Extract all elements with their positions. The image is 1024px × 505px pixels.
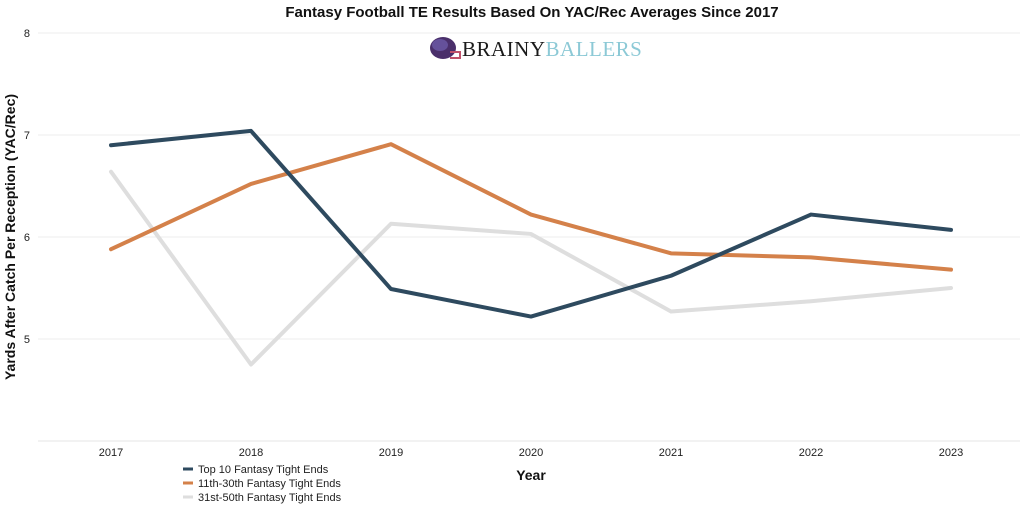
series-lines [109,128,953,367]
legend-label: 11th-30th Fantasy Tight Ends [198,478,341,490]
y-tick-label: 7 [24,130,30,142]
y-tick-label: 8 [24,28,30,40]
y-tick-label: 5 [24,334,30,346]
logo-text: BRAINYBALLERS [462,37,642,61]
x-tick-label: 2022 [799,447,823,459]
x-tick-label: 2021 [659,447,683,459]
legend-label: 31st-50th Fantasy Tight Ends [198,492,342,504]
chart-title: Fantasy Football TE Results Based On YAC… [285,4,778,21]
legend-label: Top 10 Fantasy Tight Ends [198,464,329,476]
y-tick-label: 6 [24,232,30,244]
x-tick-label: 2023 [939,447,963,459]
x-tick-label: 2018 [239,447,263,459]
x-tick-label: 2019 [379,447,403,459]
x-tick-label: 2020 [519,447,543,459]
x-axis-label: Year [516,467,546,483]
x-tick-label: 2017 [99,447,123,459]
legend: Top 10 Fantasy Tight Ends 11th-30th Fanta… [183,464,342,504]
series-line-0 [109,128,953,319]
football-helmet-icon [430,37,461,59]
series-line-1 [109,142,953,272]
y-tick-labels: 5 6 7 8 [24,28,30,346]
x-tick-labels: 2017 2018 2019 2020 2021 2022 2023 [99,447,963,459]
logo: BRAINYBALLERS [430,37,642,61]
y-axis-label: Yards After Catch Per Reception (YAC/Rec… [2,94,18,380]
gridlines [38,32,1020,442]
series-line-2 [109,169,953,367]
